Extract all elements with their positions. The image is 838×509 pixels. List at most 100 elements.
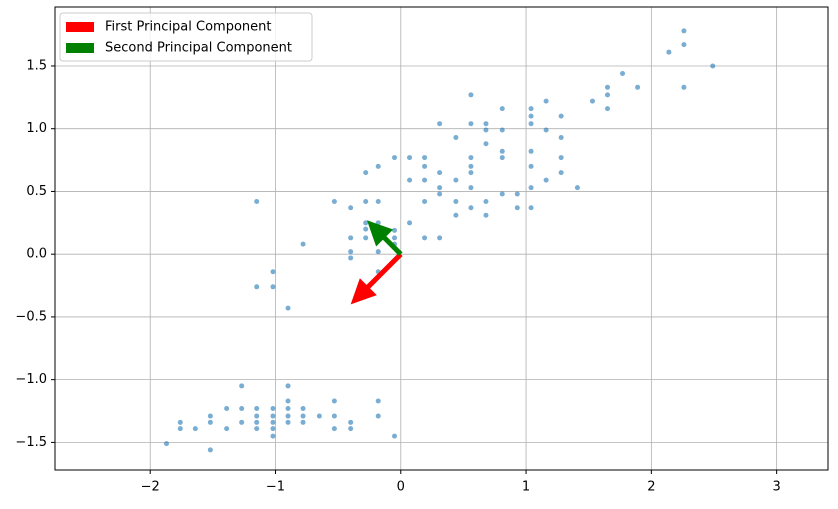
- point: [422, 155, 428, 161]
- point: [331, 398, 337, 404]
- y-tick-label: 1.0: [26, 121, 47, 136]
- point: [316, 413, 322, 419]
- point: [348, 205, 354, 211]
- legend-swatch: [66, 43, 94, 53]
- point: [681, 84, 687, 90]
- point: [589, 98, 595, 104]
- y-tick-label: −1.0: [15, 372, 47, 387]
- point: [254, 413, 260, 419]
- point: [254, 284, 260, 290]
- point: [499, 127, 505, 133]
- y-tick-label: −1.5: [15, 435, 47, 450]
- point: [437, 235, 443, 241]
- point: [363, 198, 369, 204]
- point: [239, 383, 245, 389]
- point: [528, 113, 534, 119]
- point: [558, 155, 564, 161]
- point: [468, 92, 474, 98]
- point: [528, 121, 534, 127]
- point: [285, 383, 291, 389]
- point: [285, 406, 291, 412]
- point: [363, 235, 369, 241]
- point: [710, 63, 716, 69]
- point: [468, 121, 474, 127]
- point: [254, 426, 260, 432]
- point: [666, 49, 672, 55]
- point: [300, 406, 306, 412]
- point: [407, 155, 413, 161]
- arrow: [350, 252, 403, 305]
- point: [483, 198, 489, 204]
- point: [285, 305, 291, 311]
- x-tick-label: 3: [772, 480, 780, 495]
- points: [164, 28, 716, 453]
- point: [528, 106, 534, 112]
- point: [270, 426, 276, 432]
- point: [285, 419, 291, 425]
- point: [375, 249, 381, 255]
- point: [348, 426, 354, 432]
- legend-box: [59, 12, 313, 62]
- point: [407, 177, 413, 183]
- point: [620, 71, 626, 77]
- point: [392, 235, 398, 241]
- point: [468, 170, 474, 176]
- point: [224, 426, 230, 432]
- point: [543, 177, 549, 183]
- point: [392, 155, 398, 161]
- point: [270, 433, 276, 439]
- point: [254, 419, 260, 425]
- arrow: [366, 220, 403, 256]
- point: [422, 235, 428, 241]
- point: [407, 220, 413, 226]
- point: [528, 148, 534, 154]
- x-tick-label: 1: [522, 480, 530, 495]
- point: [514, 205, 520, 211]
- point: [207, 413, 213, 419]
- point: [207, 419, 213, 425]
- point: [348, 249, 354, 255]
- point: [543, 98, 549, 104]
- point: [348, 419, 354, 425]
- point: [499, 148, 505, 154]
- plot-frame: [54, 6, 829, 471]
- point: [468, 163, 474, 169]
- point: [422, 198, 428, 204]
- point: [528, 185, 534, 191]
- point: [528, 205, 534, 211]
- point: [270, 269, 276, 275]
- point: [543, 127, 549, 133]
- point: [468, 155, 474, 161]
- point: [437, 170, 443, 176]
- point: [392, 433, 398, 439]
- point: [681, 42, 687, 48]
- point: [224, 406, 230, 412]
- point: [363, 170, 369, 176]
- point: [254, 406, 260, 412]
- point: [528, 163, 534, 169]
- x-tick-label: 0: [397, 480, 405, 495]
- point: [207, 447, 213, 453]
- point: [285, 413, 291, 419]
- point: [558, 134, 564, 140]
- point: [605, 106, 611, 112]
- point: [483, 127, 489, 133]
- ticks: −2 −1 0 1 2 3 −1.5 −1.0 −0.5 0.0 0.5 1.0 1.5: [15, 58, 780, 494]
- point: [375, 163, 381, 169]
- point: [635, 84, 641, 90]
- point: [239, 419, 245, 425]
- point: [177, 426, 183, 432]
- legend-label: Second Principal Component: [105, 41, 292, 56]
- point: [331, 413, 337, 419]
- point: [348, 255, 354, 261]
- point: [270, 419, 276, 425]
- point: [437, 121, 443, 127]
- point: [392, 227, 398, 233]
- point: [558, 113, 564, 119]
- x-tick-label: −2: [141, 480, 160, 495]
- point: [422, 163, 428, 169]
- point: [192, 426, 198, 432]
- point: [437, 191, 443, 197]
- point: [499, 106, 505, 112]
- y-tick-label: 0.0: [26, 247, 47, 262]
